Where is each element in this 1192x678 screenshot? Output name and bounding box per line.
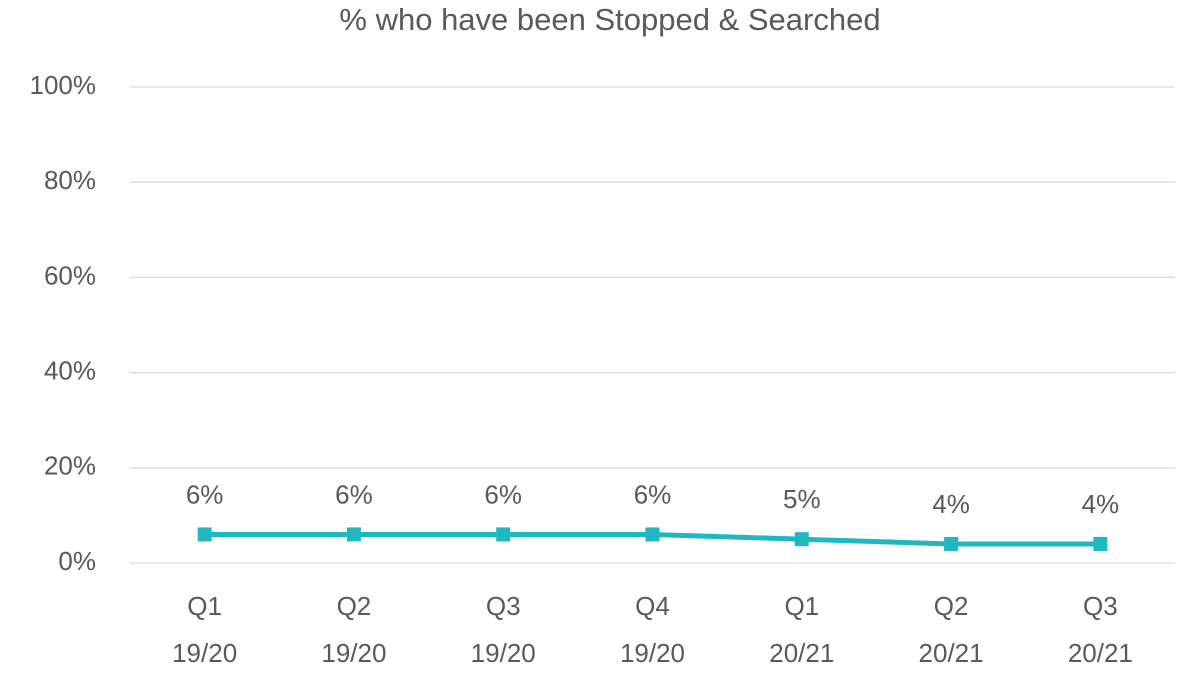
marker bbox=[496, 527, 511, 542]
marker bbox=[944, 536, 959, 551]
marker bbox=[197, 527, 212, 542]
marker bbox=[794, 532, 809, 547]
x-tick-label: Q2 19/20 bbox=[321, 591, 386, 668]
data-label: 6% bbox=[186, 479, 224, 509]
x-tick-label: Q4 19/20 bbox=[620, 591, 685, 668]
x-tick-label: Q3 19/20 bbox=[471, 591, 536, 668]
y-tick-label: 100% bbox=[30, 70, 97, 100]
y-tick-label: 20% bbox=[44, 451, 96, 481]
marker bbox=[645, 527, 660, 542]
y-tick-label: 60% bbox=[44, 260, 96, 290]
x-tick-label: Q1 19/20 bbox=[172, 591, 237, 668]
y-tick-label: 40% bbox=[44, 355, 96, 385]
data-label: 4% bbox=[932, 489, 970, 519]
x-tick-label: Q2 20/21 bbox=[919, 591, 984, 668]
x-tick-label: Q1 20/21 bbox=[769, 591, 834, 668]
data-label: 5% bbox=[783, 484, 821, 514]
y-tick-label: 0% bbox=[58, 546, 96, 576]
data-label: 6% bbox=[484, 479, 522, 509]
marker bbox=[1093, 536, 1108, 551]
chart-title: % who have been Stopped & Searched bbox=[339, 2, 880, 37]
y-tick-label: 80% bbox=[44, 165, 96, 195]
data-label: 6% bbox=[634, 479, 672, 509]
marker bbox=[346, 527, 361, 542]
x-tick-label: Q3 20/21 bbox=[1068, 591, 1133, 668]
data-label: 4% bbox=[1082, 489, 1120, 519]
data-label: 6% bbox=[335, 479, 373, 509]
